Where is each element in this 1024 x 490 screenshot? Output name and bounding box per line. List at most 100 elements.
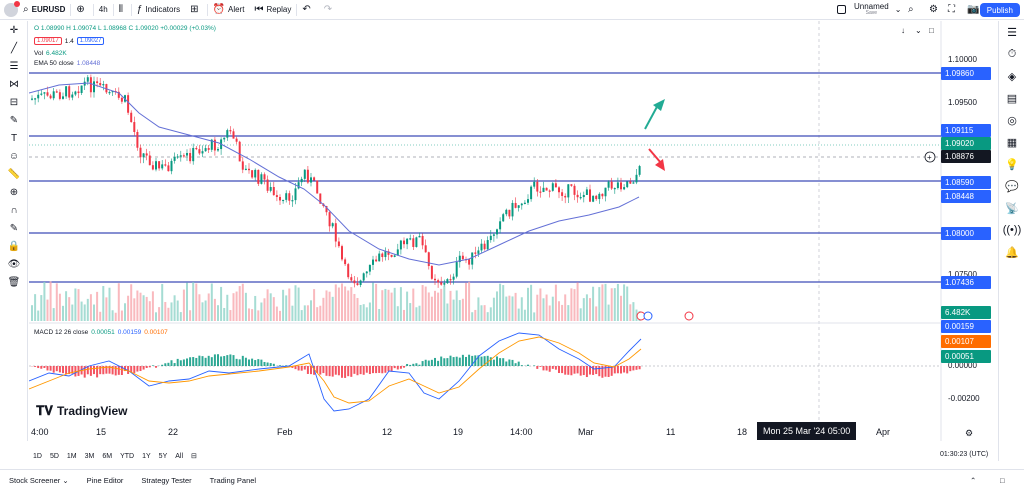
lock-drawing-tool-icon[interactable]: ✎ [9, 222, 19, 234]
tab-trading-panel[interactable]: Trading Panel [209, 475, 257, 485]
goto-date-icon[interactable]: ⊟ [191, 453, 197, 460]
candle-body [483, 243, 486, 250]
compare-button[interactable]: ⊕ [71, 0, 92, 20]
brush-tool-icon[interactable]: ✎ [9, 114, 19, 126]
range-1y[interactable]: 1Y [142, 452, 151, 460]
symbol-search[interactable]: ⌕ EURUSD [18, 0, 70, 20]
time-axis[interactable]: 4:00 15 22 Feb 12 19 14:00 Mar 11 18 Apr [29, 425, 969, 439]
tab-stock-screener[interactable]: Stock Screener ⌄ [0, 476, 78, 485]
fib-tool-icon[interactable]: ☰ [9, 60, 19, 72]
indicators-button[interactable]: ƒ Indicators [132, 0, 185, 20]
candle-body [266, 179, 269, 191]
price-chart[interactable]: + ↓ ⌄ □ [29, 21, 997, 441]
streams-icon[interactable]: 📡 [1005, 202, 1019, 215]
range-6m[interactable]: 6M [102, 452, 113, 460]
range-5d[interactable]: 5D [49, 452, 59, 460]
tab-pine-editor[interactable]: Pine Editor [86, 475, 124, 485]
volume-bar [248, 308, 250, 321]
volume-bar [331, 296, 334, 321]
level-label[interactable]: 1.08590 [941, 176, 991, 189]
quick-search-button[interactable]: ⌕ [903, 0, 922, 20]
eye-icon[interactable]: 👁 [7, 258, 21, 270]
watchlist-icon[interactable]: ☰ [1007, 26, 1017, 39]
text-tool-icon[interactable]: T [10, 132, 18, 144]
settings-button[interactable]: ⚙ [924, 0, 946, 20]
maximize-panel-icon[interactable]: □ [1000, 475, 1005, 485]
volume-bar [334, 284, 337, 321]
volume-bar [117, 283, 120, 321]
level-label[interactable]: 1.09860 [941, 67, 991, 80]
level-label[interactable]: 1.09115 [941, 124, 991, 137]
lock-icon[interactable]: 🔒 [7, 240, 21, 252]
chat-icon[interactable]: 💬 [1005, 180, 1019, 193]
volume-bar [210, 283, 213, 321]
magnet-tool-icon[interactable]: ∩ [10, 204, 18, 216]
signal-icon[interactable]: ((•)) [1002, 224, 1022, 236]
layers-icon[interactable]: ◈ [1007, 70, 1017, 83]
volume-bar [173, 295, 176, 321]
interval-button[interactable]: 4h [98, 5, 108, 14]
macd-histogram-bar [244, 357, 247, 366]
projection-tool-icon[interactable]: ⊟ [9, 96, 19, 108]
candle-body [396, 249, 399, 256]
candle-body [288, 193, 291, 201]
macd-histogram-bar [164, 363, 167, 366]
volume-bar [55, 283, 58, 321]
chart-type-button[interactable]: ⫴ [114, 0, 131, 20]
alerts-clock-icon[interactable]: ⏱ [1007, 47, 1017, 60]
candle-body [313, 177, 316, 181]
user-avatar[interactable] [4, 0, 20, 17]
crosshair-tool-icon[interactable]: ✛ [9, 24, 19, 36]
redo-button[interactable]: ↷ [319, 0, 340, 20]
zoom-in-tool-icon[interactable]: ⊕ [9, 186, 19, 198]
alert-button[interactable]: ⏰ Alert [208, 0, 250, 20]
range-3m[interactable]: 3M [84, 452, 95, 460]
emoji-tool-icon[interactable]: ☺ [8, 150, 20, 162]
level-label[interactable]: 1.08000 [941, 227, 991, 240]
time-label: Feb [277, 427, 293, 437]
range-1m[interactable]: 1M [66, 452, 77, 460]
candles-group [31, 74, 641, 288]
undo-button[interactable]: ↶ [297, 0, 318, 20]
publish-button[interactable]: Publish [979, 3, 1020, 17]
event-flag-icon[interactable] [684, 311, 694, 321]
volume-bar [176, 300, 179, 321]
volume-bar [437, 292, 440, 321]
bell-icon[interactable]: 🔔 [1005, 246, 1019, 259]
trend-line-tool-icon[interactable]: ╱ [10, 42, 18, 54]
range-5y[interactable]: 5Y [158, 452, 168, 460]
event-flag-icon[interactable] [643, 311, 653, 321]
pattern-tool-icon[interactable]: ⋈ [9, 78, 19, 90]
utc-clock[interactable]: 01:30:23 (UTC) [940, 451, 989, 458]
ask-price[interactable]: 1.09027 [76, 37, 105, 45]
target-icon[interactable]: ◎ [1007, 114, 1017, 127]
ideas-icon[interactable]: 💡 [1005, 158, 1019, 171]
snapshot-button[interactable]: 📷 [962, 0, 987, 20]
ruler-tool-icon[interactable]: 📏 [7, 168, 21, 180]
fullscreen-button[interactable]: ⛶ [943, 0, 963, 20]
range-1d[interactable]: 1D [33, 452, 42, 460]
volume-bar [189, 310, 192, 321]
axis-settings-icon[interactable]: ⚙ [965, 428, 974, 438]
tab-strategy-tester[interactable]: Strategy Tester [141, 475, 192, 485]
calendar-icon[interactable]: ▦ [1006, 136, 1018, 149]
bid-price[interactable]: 1.09017 [34, 37, 62, 45]
range-all[interactable]: All [175, 452, 184, 460]
maximize-icon[interactable]: □ [929, 26, 934, 35]
price-tick: 0.00000 [948, 361, 977, 370]
macd-histogram-bar [620, 366, 622, 374]
collapse-icon[interactable]: ⌄ [915, 26, 922, 35]
scroll-down-icon[interactable]: ↓ [901, 26, 905, 35]
collapse-panel-icon[interactable]: ⌃ [970, 475, 977, 485]
macd-histogram-bar [120, 366, 123, 375]
crosshair-plus-icon[interactable] [924, 151, 936, 163]
level-label[interactable]: 1.07436 [941, 276, 991, 289]
templates-button[interactable]: ⊞ [185, 0, 206, 20]
bottom-panel-bar: Stock Screener ⌄ Pine Editor Strategy Te… [0, 469, 1024, 490]
candle-body [415, 237, 418, 247]
layout-selector[interactable]: Unnamed Save ⌄ [832, 0, 906, 20]
range-ytd[interactable]: YTD [120, 452, 135, 460]
trash-icon[interactable]: 🗑 [7, 276, 21, 288]
replay-button[interactable]: ⏮ Replay [249, 0, 296, 20]
data-window-icon[interactable]: ▤ [1006, 92, 1018, 105]
